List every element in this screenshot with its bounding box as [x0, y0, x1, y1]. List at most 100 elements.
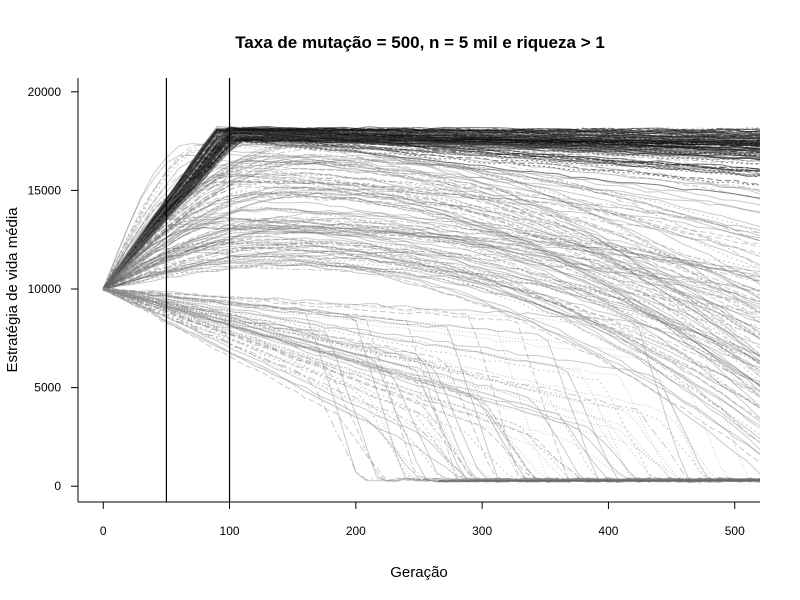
series-group: [102, 125, 761, 483]
series-line: [103, 287, 761, 482]
series-line: [102, 147, 761, 291]
series-line: [102, 153, 761, 290]
series-line: [103, 224, 761, 323]
series-line: [102, 172, 761, 365]
chart-title: Taxa de mutação = 500, n = 5 mil e rique…: [235, 33, 605, 52]
series-line: [102, 181, 761, 289]
y-tick-label: 10000: [28, 282, 62, 296]
series-line: [103, 242, 761, 371]
series-line: [102, 180, 761, 355]
series-line: [102, 132, 761, 289]
series-line: [102, 223, 761, 339]
series-line: [102, 127, 761, 290]
series-line: [102, 153, 761, 290]
series-line: [103, 287, 761, 483]
series-line: [103, 288, 761, 483]
series-line: [102, 131, 761, 290]
series-line: [103, 259, 761, 475]
y-tick-label: 0: [54, 479, 61, 493]
series-line: [102, 190, 761, 397]
series-line: [102, 186, 761, 290]
series-line: [103, 266, 761, 313]
series-line: [102, 185, 761, 302]
y-tick-label: 20000: [28, 85, 62, 99]
series-line: [103, 288, 761, 483]
series-line: [103, 287, 761, 483]
series-line: [103, 235, 761, 363]
series-line: [102, 155, 761, 289]
series-line: [103, 288, 761, 482]
series-line: [103, 246, 761, 385]
series-line: [103, 287, 761, 483]
series-line: [102, 129, 761, 289]
series-line: [102, 143, 761, 289]
series-line: [102, 209, 761, 303]
series-line: [102, 129, 761, 291]
series-line: [103, 289, 761, 483]
series-line: [102, 143, 761, 324]
series-line: [102, 186, 761, 289]
series-line: [103, 288, 761, 483]
series-line: [103, 241, 761, 436]
series-line: [103, 256, 761, 327]
series-line: [102, 160, 761, 333]
series-line: [102, 162, 761, 291]
series-line: [102, 127, 761, 289]
series-line: [103, 225, 761, 372]
series-line: [102, 138, 761, 291]
series-line: [102, 196, 761, 291]
series-line: [103, 245, 760, 291]
series-line: [103, 251, 761, 423]
series-line: [103, 288, 761, 483]
series-line: [103, 224, 761, 289]
series-line: [102, 130, 761, 290]
series-line: [103, 259, 761, 455]
series-line: [103, 212, 761, 305]
series-line: [102, 198, 761, 388]
y-axis-title: Estratégia de vida média: [4, 207, 21, 373]
series-line: [103, 287, 761, 483]
series-line: [102, 161, 761, 378]
series-line: [102, 140, 761, 290]
series-line: [102, 180, 761, 290]
series-line: [103, 248, 761, 463]
series-line: [102, 174, 761, 387]
series-line: [103, 288, 761, 483]
series-line: [102, 180, 761, 290]
series-line: [103, 261, 761, 408]
series-line: [102, 129, 761, 291]
x-tick-label: 500: [725, 524, 745, 538]
series-line: [437, 479, 761, 483]
series-line: [102, 193, 761, 321]
series-line: [102, 150, 761, 358]
series-line: [102, 216, 761, 393]
series-line: [103, 262, 761, 368]
series-line: [103, 287, 761, 483]
series-line: [103, 216, 761, 289]
x-tick-label: 400: [598, 524, 618, 538]
series-line: [102, 226, 761, 357]
series-line: [103, 192, 761, 407]
series-line: [102, 163, 761, 288]
series-line: [103, 288, 761, 483]
series-line: [103, 218, 761, 289]
x-tick-label: 100: [220, 524, 240, 538]
series-line: [102, 169, 761, 293]
series-line: [102, 131, 761, 290]
series-line: [102, 131, 761, 291]
series-line: [103, 287, 761, 483]
series-line: [102, 177, 761, 377]
series-line: [102, 135, 761, 290]
series-line: [103, 288, 760, 482]
series-line: [102, 179, 761, 338]
x-tick-label: 300: [472, 524, 492, 538]
series-line: [103, 289, 761, 482]
series-line: [103, 289, 761, 483]
series-line: [103, 224, 761, 307]
series-line: [102, 224, 761, 291]
x-axis-title: Geração: [390, 564, 448, 581]
series-line: [103, 289, 761, 483]
series-line: [102, 160, 761, 314]
series-line: [102, 191, 761, 364]
